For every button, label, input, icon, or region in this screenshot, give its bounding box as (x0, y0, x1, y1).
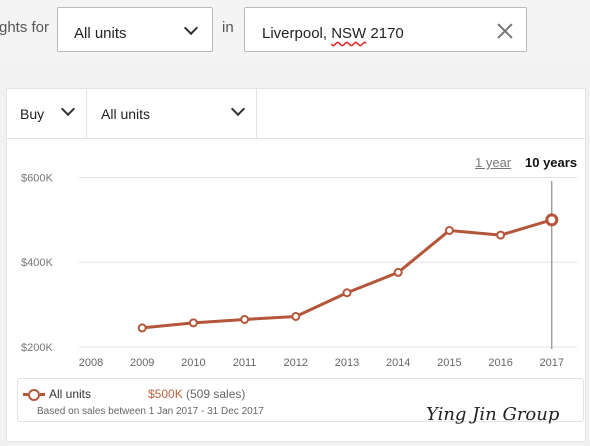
x-tick-label: 2015 (437, 357, 461, 369)
legend-date-note: Based on sales between 1 Jan 2017 - 31 D… (37, 406, 264, 417)
watermark: Ying Jin Group (426, 404, 560, 425)
legend-sales-count: (509 sales) (186, 387, 246, 401)
x-tick-label: 2009 (130, 357, 154, 369)
legend-median-value: $500K (148, 387, 183, 401)
price-trend-card: Buy All units 1 year 10 years $200K $400K… (6, 88, 586, 442)
listing-type-value: Buy (20, 106, 45, 122)
x-tick-label: 2016 (488, 357, 512, 369)
y-tick-label: $200K (21, 342, 53, 354)
price-line-chart: $200K $400K $600K 2008 2009 2010 2011 2012 2013 2… (21, 172, 577, 369)
chart-legend: All units $500K (509 sales) Based on sal… (17, 378, 584, 422)
clear-icon[interactable] (496, 22, 514, 40)
series-marker-icon (23, 389, 45, 401)
x-tick-label: 2008 (79, 357, 103, 369)
data-point (393, 267, 403, 277)
search-bar: ghts for All units in Liverpool, NSW 217… (0, 0, 590, 64)
x-tick-label: 2014 (386, 357, 410, 369)
data-point (496, 230, 506, 240)
data-point (291, 311, 301, 321)
y-tick-label: $600K (21, 172, 53, 184)
property-type-dropdown-value: All units (101, 106, 151, 122)
data-point (240, 314, 250, 324)
search-prefix-label: ghts for (0, 19, 50, 36)
range-10-years[interactable]: 10 years (525, 155, 578, 170)
property-type-dropdown[interactable]: All units (87, 89, 257, 138)
x-tick-label: 2017 (540, 357, 564, 369)
x-tick-label: 2010 (181, 357, 205, 369)
x-tick-label: 2011 (233, 357, 257, 369)
x-tick-label: 2013 (335, 357, 359, 369)
data-point (342, 288, 352, 298)
data-point (444, 225, 454, 235)
card-divider (7, 138, 585, 139)
location-input[interactable]: Liverpool, NSW 2170 (244, 7, 527, 52)
chevron-down-icon (183, 20, 199, 36)
property-type-value: All units (74, 25, 127, 42)
data-point (137, 323, 147, 333)
x-tick-label: 2012 (284, 357, 308, 369)
in-label: in (222, 19, 234, 36)
range-1-year[interactable]: 1 year (475, 155, 512, 170)
data-point (545, 213, 559, 227)
series-line (142, 218, 553, 330)
data-point (188, 318, 198, 328)
listing-type-dropdown[interactable]: Buy (7, 89, 87, 138)
y-tick-label: $400K (21, 257, 53, 269)
property-type-select[interactable]: All units (57, 7, 213, 52)
location-value: Liverpool, NSW 2170 (262, 25, 404, 42)
legend-series-name: All units (49, 387, 92, 401)
